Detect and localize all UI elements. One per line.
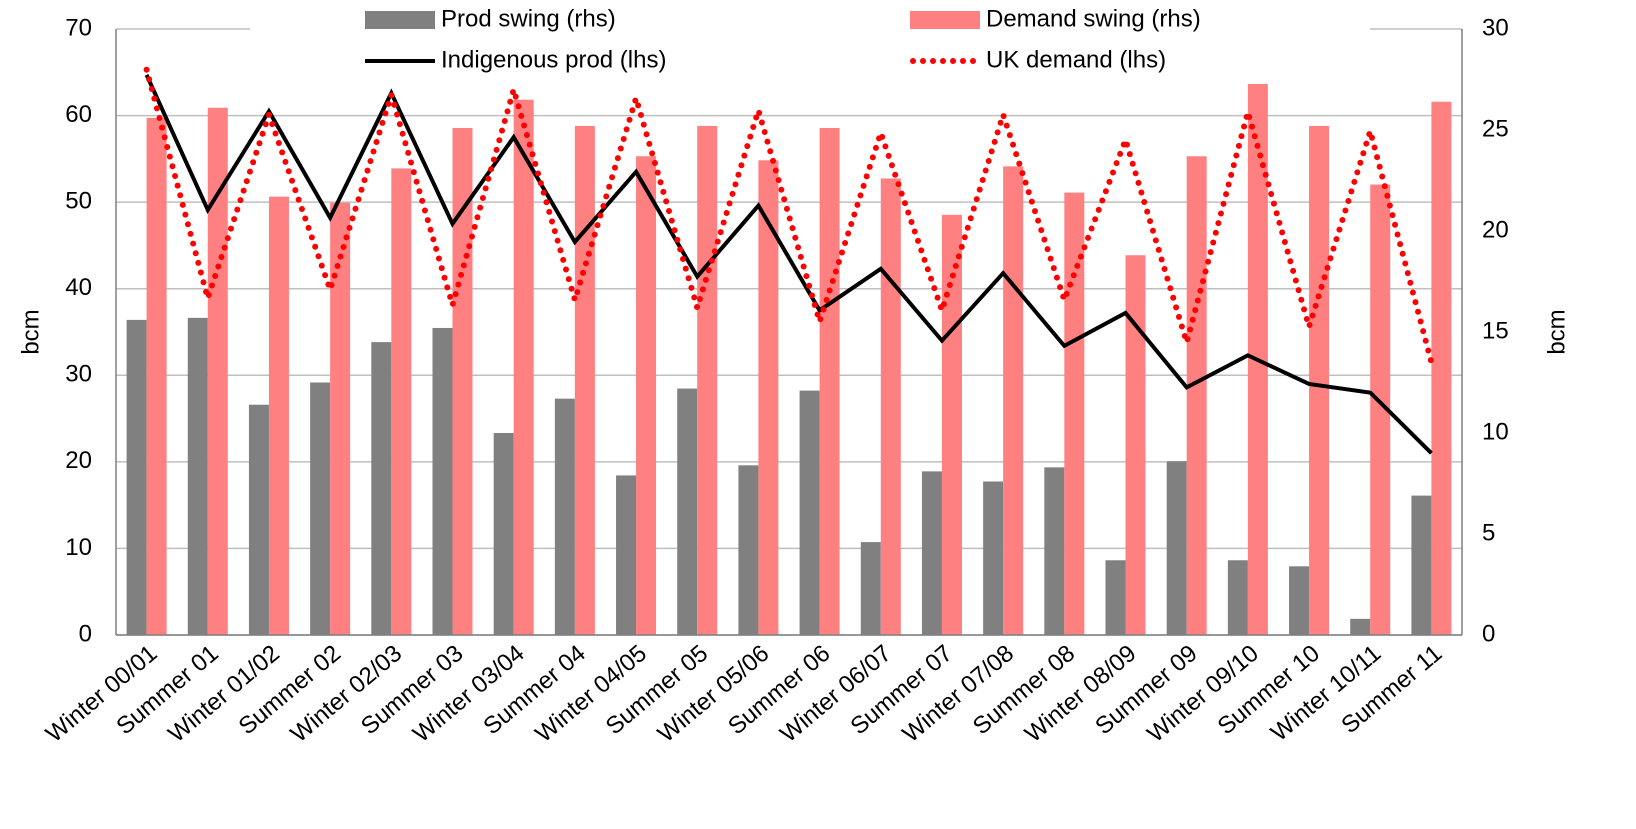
y2-tick-label: 30 <box>1482 14 1509 41</box>
bar <box>1309 125 1330 636</box>
legend-label: Prod swing (rhs) <box>441 5 616 32</box>
bar <box>1003 166 1024 636</box>
line <box>143 66 1435 366</box>
y2-axis-title: bcm <box>1543 309 1570 354</box>
legend-swatch <box>910 11 980 29</box>
bar <box>738 465 759 635</box>
bar <box>1227 560 1248 635</box>
y-tick-label: 20 <box>65 447 92 474</box>
bar <box>860 542 881 635</box>
bar <box>493 433 514 635</box>
bar <box>268 196 289 635</box>
bar <box>146 117 167 635</box>
y-tick-label: 40 <box>65 274 92 301</box>
y-tick-label: 70 <box>65 14 92 41</box>
legend-swatch <box>365 11 435 29</box>
bar <box>1105 560 1126 635</box>
bar <box>1350 618 1371 635</box>
y2-tick-label: 10 <box>1482 418 1509 445</box>
bar <box>1411 495 1432 635</box>
bar <box>1064 192 1085 635</box>
bar <box>1186 156 1207 635</box>
y-tick-label: 60 <box>65 101 92 128</box>
bar <box>880 178 901 636</box>
legend-label: UK demand (lhs) <box>986 46 1166 73</box>
bar <box>554 398 575 635</box>
bar <box>126 319 147 635</box>
bar <box>697 125 718 636</box>
bar <box>616 475 637 635</box>
bar <box>921 471 942 635</box>
bar <box>207 107 228 635</box>
bar <box>758 160 779 636</box>
bar <box>1289 566 1310 635</box>
y2-tick-label: 0 <box>1482 620 1495 647</box>
y-axis-title: bcm <box>17 309 44 354</box>
bar <box>432 327 453 635</box>
y-tick-label: 0 <box>79 620 92 647</box>
bar <box>819 127 840 635</box>
y-tick-label: 30 <box>65 361 92 388</box>
bar <box>248 404 269 635</box>
y2-tick-label: 15 <box>1482 317 1509 344</box>
bar <box>1166 461 1187 635</box>
bar <box>799 390 820 635</box>
legend-label: Demand swing (rhs) <box>986 5 1201 32</box>
bar <box>187 317 208 635</box>
y-tick-label: 10 <box>65 534 92 561</box>
bar <box>513 99 534 635</box>
bar <box>330 202 351 635</box>
y2-tick-label: 5 <box>1482 519 1495 546</box>
bar <box>371 342 392 635</box>
bar <box>983 481 1004 635</box>
bar <box>574 125 595 636</box>
bar <box>1370 184 1391 636</box>
bar <box>452 127 473 635</box>
line <box>144 74 1433 455</box>
bar <box>310 382 331 635</box>
bar <box>636 156 657 635</box>
bar <box>391 168 412 635</box>
y2-tick-label: 25 <box>1482 115 1509 142</box>
y-tick-label: 50 <box>65 187 92 214</box>
legend-label: Indigenous prod (lhs) <box>441 46 666 73</box>
y2-tick-label: 20 <box>1482 216 1509 243</box>
bar <box>1044 467 1065 635</box>
bar <box>1431 101 1452 636</box>
bar <box>941 214 962 635</box>
bar <box>1125 255 1146 636</box>
legend-background <box>250 4 1370 84</box>
bar <box>677 388 698 635</box>
